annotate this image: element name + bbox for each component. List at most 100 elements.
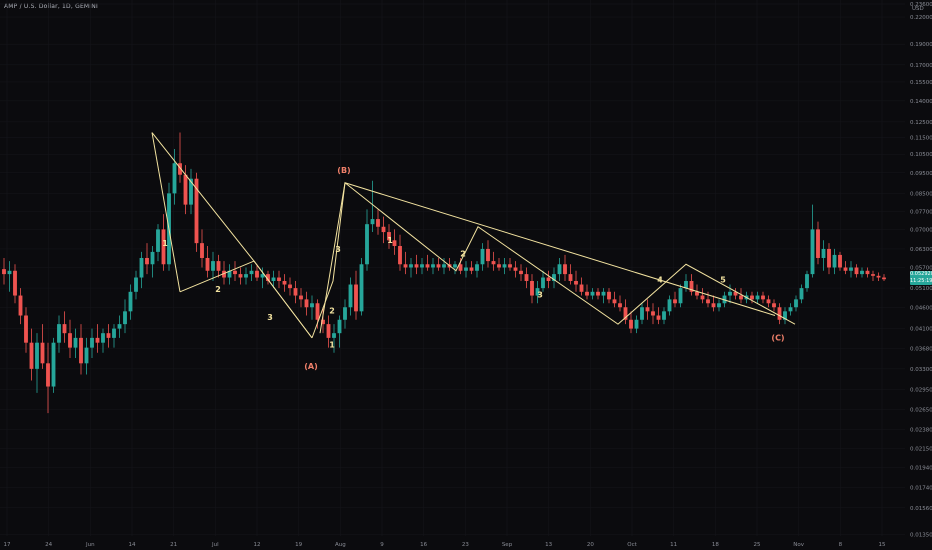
candle-body: [601, 291, 606, 296]
candle: [772, 299, 776, 312]
candle: [260, 267, 265, 289]
time-tick-label: 11: [670, 542, 677, 548]
candle-body: [777, 307, 782, 320]
candle: [733, 288, 738, 300]
grid-lines: [0, 0, 905, 536]
candle-body: [794, 299, 798, 308]
candle-body: [799, 288, 804, 300]
candle-body: [486, 248, 490, 262]
wave-line-rise-to-B: [311, 182, 346, 339]
candle: [40, 324, 45, 369]
candle-body: [805, 274, 809, 289]
candle-body: [497, 264, 501, 268]
candle-body: [689, 280, 694, 292]
candle-body: [728, 291, 732, 296]
candle: [249, 264, 254, 281]
candle-body: [282, 280, 287, 285]
candle: [46, 342, 50, 414]
candle-body: [640, 307, 644, 320]
candle-body: [117, 324, 122, 329]
candle-body: [420, 264, 424, 268]
candle-body: [425, 264, 430, 268]
candle-body: [183, 174, 188, 205]
candle: [601, 288, 606, 304]
candle: [398, 234, 402, 271]
candle-body: [750, 295, 754, 300]
wave-label: 1: [162, 239, 168, 248]
candle-body: [574, 280, 578, 285]
candle-body: [667, 299, 672, 312]
candle: [304, 291, 309, 316]
candle: [816, 221, 820, 265]
candle-body: [502, 264, 507, 268]
candle: [497, 257, 501, 271]
candle: [783, 307, 787, 325]
time-tick-label: Nov: [793, 542, 804, 548]
candle: [590, 288, 595, 300]
candle: [425, 254, 430, 271]
candle: [788, 303, 793, 316]
candle-body: [458, 264, 463, 271]
candle-body: [678, 288, 683, 304]
candle: [2, 257, 6, 285]
candle-body: [194, 178, 199, 244]
time-tick-label: Aug: [335, 542, 346, 548]
candle-body: [717, 303, 721, 308]
candle: [777, 303, 782, 325]
candle: [106, 324, 111, 348]
candle: [491, 251, 496, 271]
candle: [233, 261, 237, 281]
candle-body: [535, 288, 540, 296]
candle: [211, 251, 215, 281]
candle-body: [315, 303, 320, 320]
candle: [227, 264, 232, 285]
candle-body: [409, 264, 413, 268]
candle-body: [821, 248, 826, 258]
candle-body: [788, 307, 793, 312]
candle-body: [469, 267, 474, 271]
candle-body: [579, 284, 584, 292]
candle-body: [348, 284, 353, 308]
candle: [7, 261, 12, 292]
candle-body: [128, 291, 133, 312]
candle-body: [288, 284, 292, 289]
wave-label: (C): [771, 333, 784, 342]
candle: [189, 168, 193, 215]
time-tick-label: Oct: [627, 542, 637, 548]
candle-body: [189, 178, 193, 205]
wave-label: 3: [267, 313, 273, 322]
candle: [288, 277, 292, 296]
candle: [24, 307, 28, 353]
candle: [326, 315, 331, 348]
candle-body: [711, 303, 716, 308]
candle-body: [326, 324, 331, 338]
candle: [244, 267, 248, 285]
candle: [321, 307, 325, 334]
candle: [134, 270, 138, 300]
candle-body: [552, 274, 556, 281]
candle-body: [656, 315, 661, 320]
candle-body: [222, 270, 226, 278]
candle-body: [227, 270, 232, 278]
candle: [574, 270, 578, 292]
wave-label: 4: [657, 276, 663, 285]
candle-body: [673, 299, 677, 304]
candle: [563, 254, 567, 281]
candle-body: [205, 257, 210, 271]
candle-body: [376, 219, 380, 227]
candles-layer: [2, 132, 886, 414]
time-axis[interactable]: 17 24 Jun 14 21 Jul 12 19 Aug 9 16 23 Sep 13 20 Oct 11 18…: [4, 542, 886, 548]
candle-body: [211, 261, 215, 271]
candle: [739, 288, 743, 304]
candle: [530, 274, 534, 304]
